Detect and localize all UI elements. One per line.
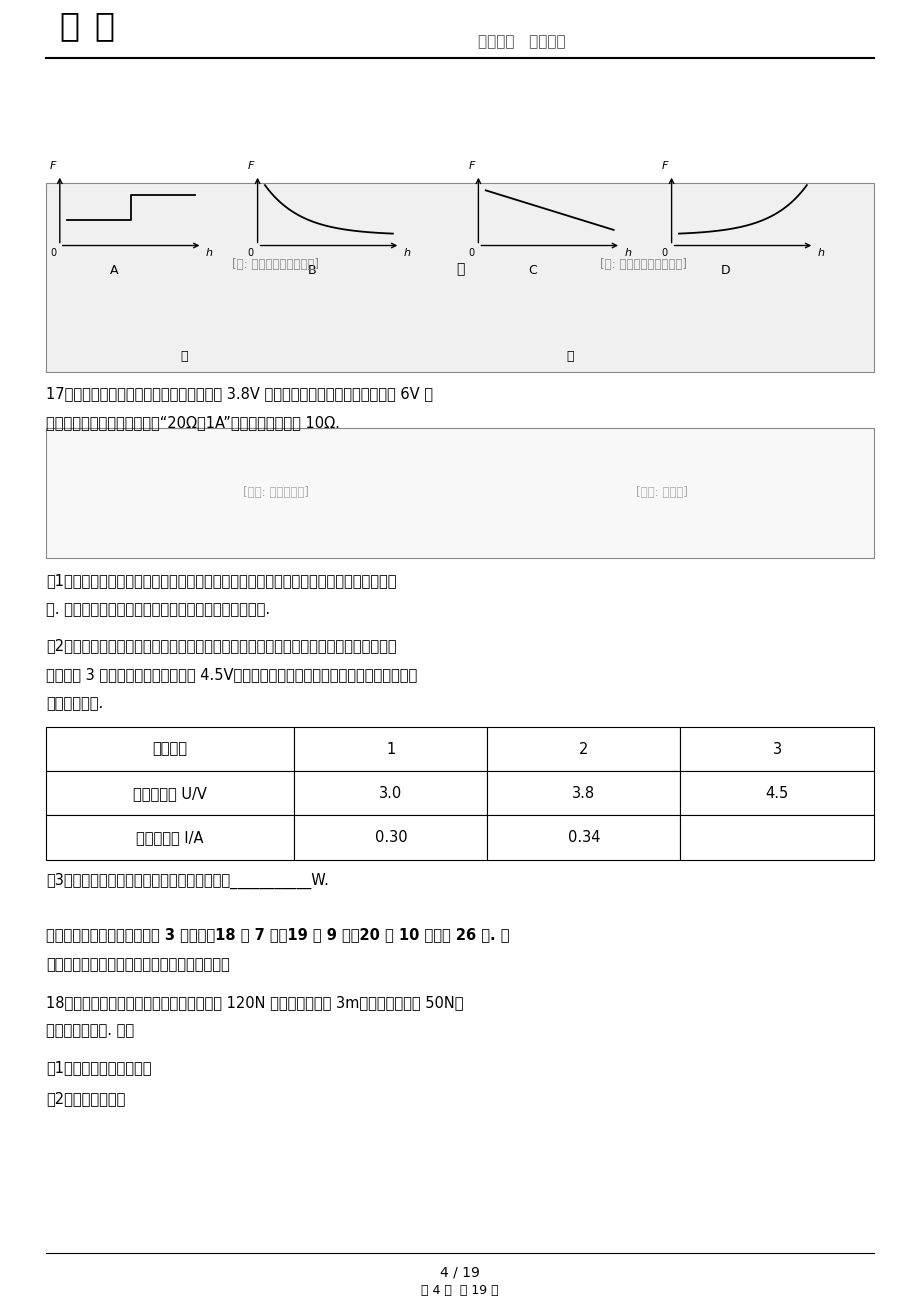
Text: 0: 0	[661, 249, 667, 258]
Text: 0: 0	[50, 249, 56, 258]
Text: 保持不变，滑动变阵器规格为“20Ω，1A”，小灯泡电阵约为 10Ω.: 保持不变，滑动变阵器规格为“20Ω，1A”，小灯泡电阵约为 10Ω.	[46, 414, 339, 430]
Text: F: F	[468, 161, 474, 171]
Bar	[294, 815, 487, 859]
Text: 填在相应位置.: 填在相应位置.	[46, 695, 103, 711]
Text: h: h	[403, 249, 411, 258]
Text: 中，在第 3 次测量中，电压表示数为 4.5V，此时电流表示数如图乙所示，请将电流表示数: 中，在第 3 次测量中，电压表示数为 4.5V，此时电流表示数如图乙所示，请将电…	[46, 667, 417, 682]
Text: D: D	[720, 264, 730, 277]
Text: F: F	[247, 161, 254, 171]
Text: [甲: 弹簧测力计实验装置]: [甲: 弹簧测力计实验装置]	[233, 258, 319, 271]
Bar	[679, 727, 873, 771]
Bar	[487, 815, 679, 859]
Text: （3）根据表中数据可知，小灯泡的额定功率为___________W.: （3）根据表中数据可知，小灯泡的额定功率为___________W.	[46, 872, 328, 889]
Text: 0: 0	[247, 249, 254, 258]
Text: （1）图甲中电路未连接完整，请用笔画线代替导线，在答题卡相应图中将实验电路连接完: （1）图甲中电路未连接完整，请用笔画线代替导线，在答题卡相应图中将实验电路连接完	[46, 573, 396, 589]
Text: 3.8: 3.8	[572, 786, 595, 801]
Text: 4.5: 4.5	[765, 786, 788, 801]
Text: （1）滑轮组的机械效率；: （1）滑轮组的机械效率；	[46, 1060, 152, 1075]
Bar	[487, 727, 679, 771]
Bar	[46, 184, 873, 372]
Text: h: h	[817, 249, 824, 258]
Text: 将解答过程填写到答题卡相应题号的位置处。）: 将解答过程填写到答题卡相应题号的位置处。）	[46, 957, 230, 973]
Text: F: F	[661, 161, 667, 171]
Text: B: B	[307, 264, 316, 277]
Bar	[46, 815, 294, 859]
Bar	[294, 727, 487, 771]
Text: h: h	[624, 249, 631, 258]
Text: 整. 要求滑动变阵器滑片向左移动时，电压表的示数减小.: 整. 要求滑动变阵器滑片向左移动时，电压表的示数减小.	[46, 602, 270, 617]
Text: 優秀领先   飞翔梦想: 優秀领先 飞翔梦想	[478, 34, 565, 49]
Text: （2）电路连接好后，闭合开关，移动滑动变阵器滑片进行三次测量，部分数据记录在表格: （2）电路连接好后，闭合开关，移动滑动变阵器滑片进行三次测量，部分数据记录在表格	[46, 638, 396, 654]
Bar	[487, 771, 679, 815]
Text: 3.0: 3.0	[379, 786, 402, 801]
Bar	[679, 771, 873, 815]
Text: 1: 1	[386, 742, 395, 756]
Text: 实验次数: 实验次数	[153, 742, 187, 756]
Text: A: A	[109, 264, 119, 277]
Text: 0.34: 0.34	[567, 829, 599, 845]
Text: 翼: 翼	[95, 9, 115, 43]
Bar	[46, 427, 873, 557]
Text: 四、综合应用题（本大题包括 3 个小题，18 题 7 分，19 题 9 分，20 题 10 分，共 26 分. 请: 四、综合应用题（本大题包括 3 个小题，18 题 7 分，19 题 9 分，20…	[46, 927, 509, 943]
Bar	[679, 815, 873, 859]
Text: [图乙: 电流表]: [图乙: 电流表]	[636, 486, 687, 499]
Text: 17．用如图所示的实验器材测量额定电压为 3.8V 的小灯泡的额定功率，电源电压为 6V 且: 17．用如图所示的实验器材测量额定电压为 3.8V 的小灯泡的额定功率，电源电压…	[46, 385, 433, 401]
Text: [乙: 弹簧测力计实验装置]: [乙: 弹簧测力计实验装置]	[600, 258, 686, 271]
Text: 0: 0	[468, 249, 474, 258]
Text: C: C	[528, 264, 537, 277]
Text: F: F	[50, 161, 56, 171]
Text: 18．搬运工人用如图所示的滑轮组将一个重 120N 的物体匀速提升 3m，所用的拉力为 50N，: 18．搬运工人用如图所示的滑轮组将一个重 120N 的物体匀速提升 3m，所用的…	[46, 995, 463, 1010]
Text: （2）动滑轮的重；: （2）动滑轮的重；	[46, 1091, 125, 1107]
Text: 优: 优	[60, 9, 80, 43]
Text: 第 4 页  共 19 页: 第 4 页 共 19 页	[421, 1284, 498, 1297]
Text: 3: 3	[772, 742, 781, 756]
Text: 乙: 乙	[566, 350, 573, 363]
Text: h: h	[206, 249, 213, 258]
Bar	[46, 771, 294, 815]
Text: 0.30: 0.30	[374, 829, 407, 845]
Text: 4 / 19: 4 / 19	[439, 1266, 480, 1280]
Text: 2: 2	[578, 742, 588, 756]
Bar	[46, 727, 294, 771]
Text: [图甲: 电路连接图]: [图甲: 电路连接图]	[243, 486, 309, 499]
Bar	[294, 771, 487, 815]
Text: 电流表示数 I/A: 电流表示数 I/A	[136, 829, 204, 845]
Text: 丙: 丙	[455, 263, 464, 276]
Text: 甲: 甲	[180, 350, 187, 363]
Text: 电压表示数 U/V: 电压表示数 U/V	[133, 786, 207, 801]
Text: 不计绳重及摩擦. 求：: 不计绳重及摩擦. 求：	[46, 1023, 134, 1039]
